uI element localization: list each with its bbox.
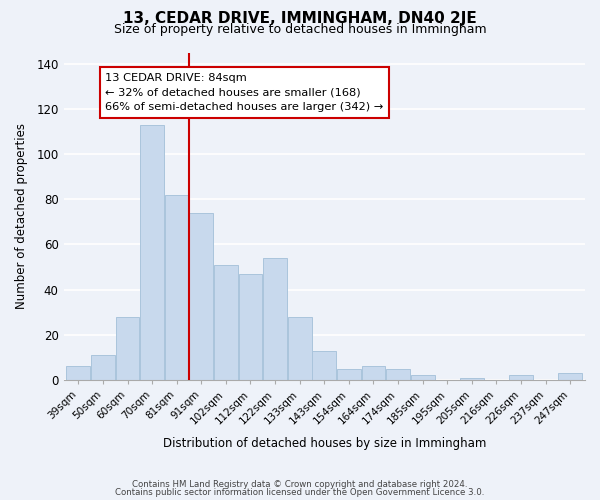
- Text: 13 CEDAR DRIVE: 84sqm
← 32% of detached houses are smaller (168)
66% of semi-det: 13 CEDAR DRIVE: 84sqm ← 32% of detached …: [106, 73, 383, 112]
- Bar: [91, 355, 115, 380]
- Bar: [263, 258, 287, 380]
- Bar: [509, 376, 533, 380]
- Bar: [67, 366, 90, 380]
- Bar: [559, 373, 582, 380]
- Bar: [288, 317, 311, 380]
- X-axis label: Distribution of detached houses by size in Immingham: Distribution of detached houses by size …: [163, 437, 486, 450]
- Y-axis label: Number of detached properties: Number of detached properties: [15, 124, 28, 310]
- Bar: [362, 366, 385, 380]
- Bar: [116, 317, 139, 380]
- Text: Contains public sector information licensed under the Open Government Licence 3.: Contains public sector information licen…: [115, 488, 485, 497]
- Bar: [190, 213, 213, 380]
- Text: Contains HM Land Registry data © Crown copyright and database right 2024.: Contains HM Land Registry data © Crown c…: [132, 480, 468, 489]
- Text: 13, CEDAR DRIVE, IMMINGHAM, DN40 2JE: 13, CEDAR DRIVE, IMMINGHAM, DN40 2JE: [123, 11, 477, 26]
- Bar: [337, 368, 361, 380]
- Bar: [214, 265, 238, 380]
- Bar: [239, 274, 262, 380]
- Bar: [386, 368, 410, 380]
- Bar: [165, 195, 188, 380]
- Bar: [411, 376, 434, 380]
- Bar: [460, 378, 484, 380]
- Bar: [313, 350, 336, 380]
- Text: Size of property relative to detached houses in Immingham: Size of property relative to detached ho…: [113, 24, 487, 36]
- Bar: [140, 125, 164, 380]
